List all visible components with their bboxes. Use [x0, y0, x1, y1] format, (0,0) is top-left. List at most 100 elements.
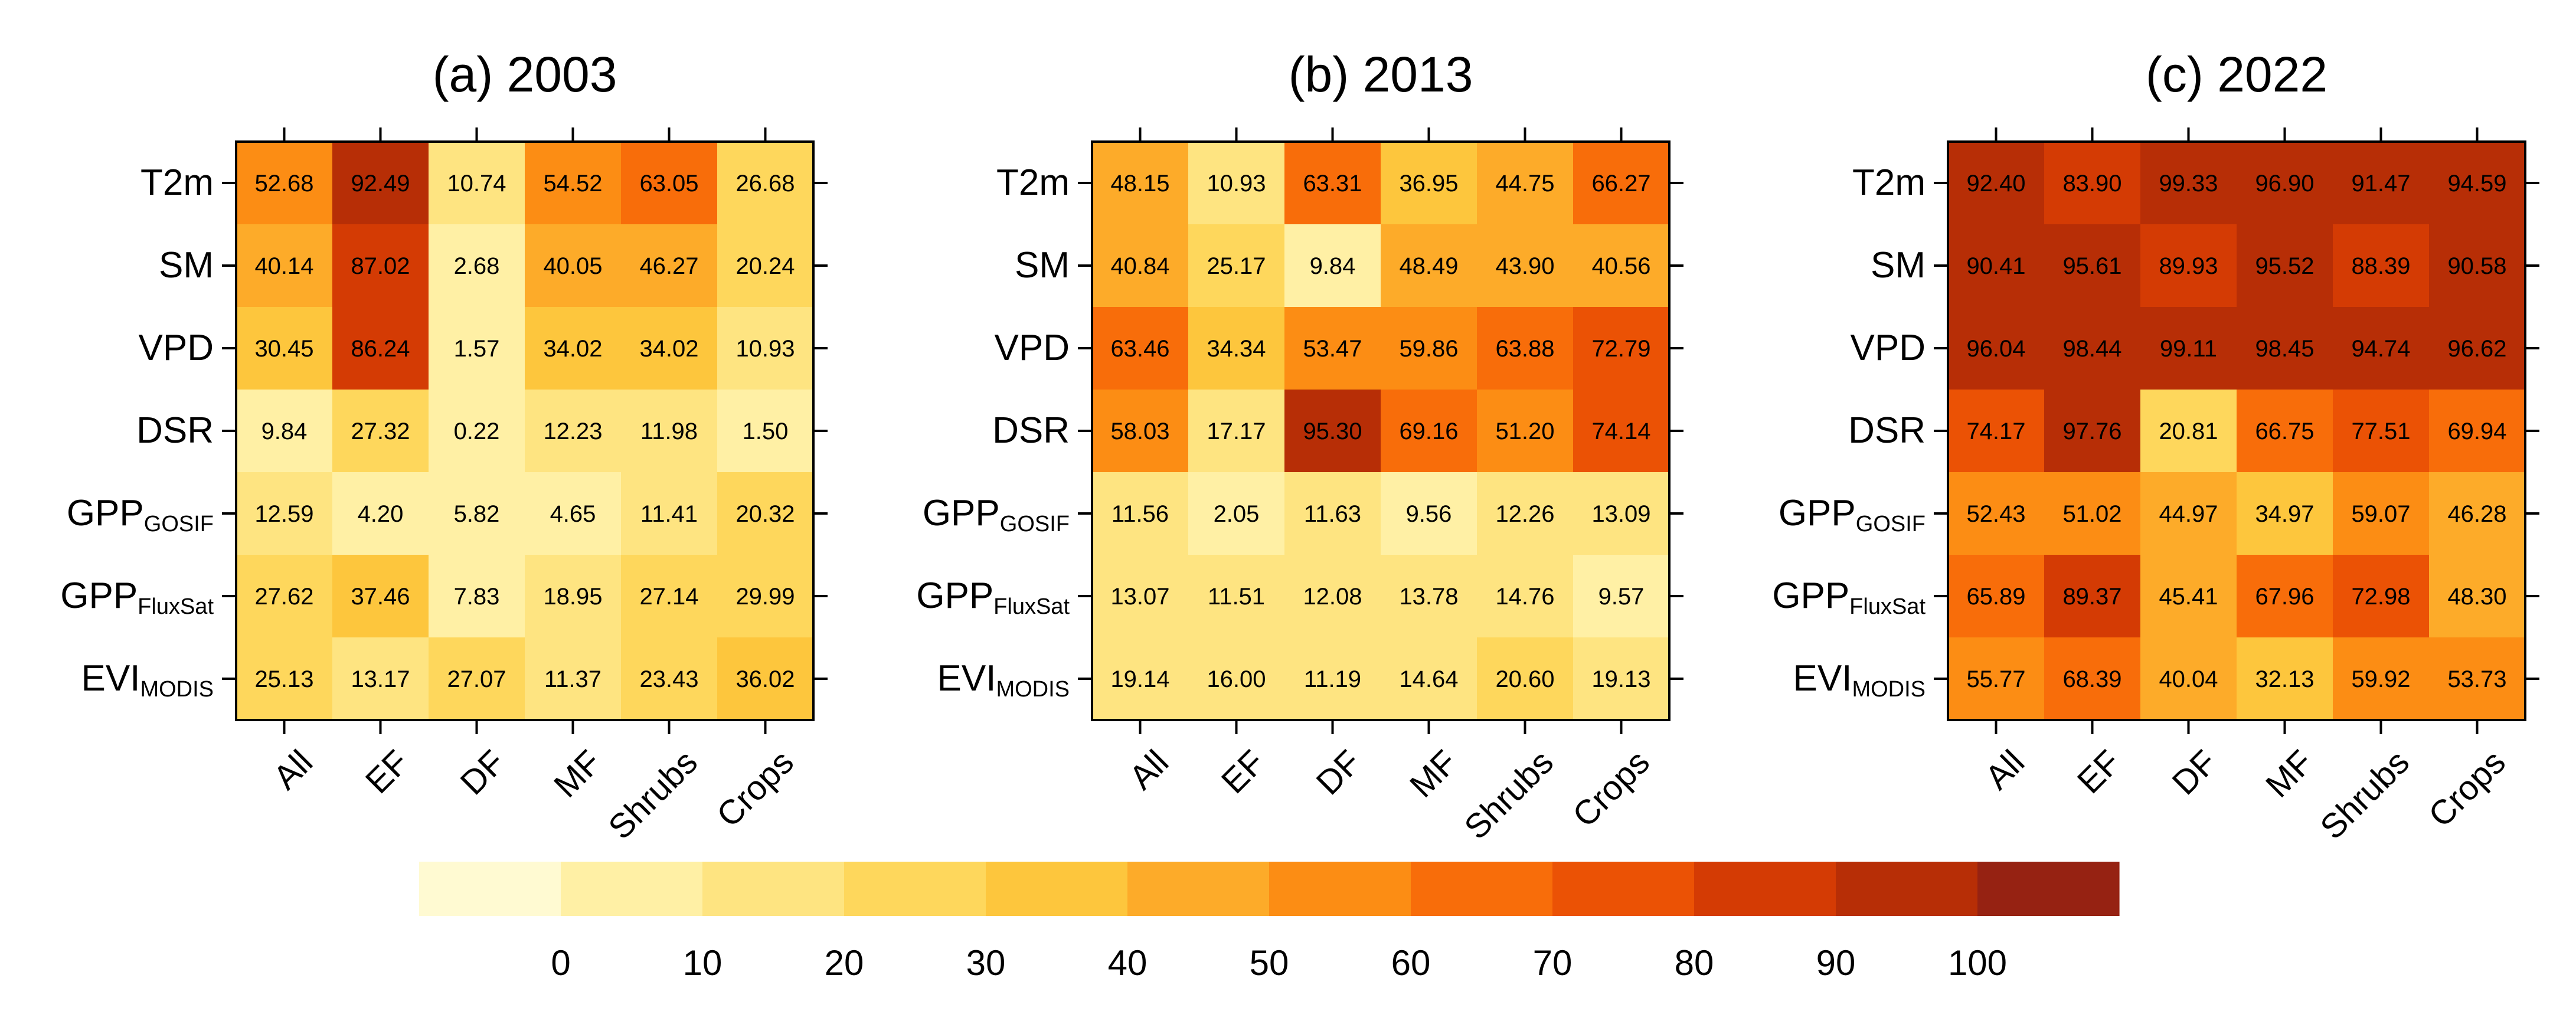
cell-value: 25.13 — [254, 666, 313, 692]
row-label-text: GPP — [1772, 575, 1849, 616]
heatmap-cell — [2044, 142, 2141, 225]
panel-title: (a) 2003 — [433, 47, 617, 102]
colorbar-swatch — [844, 862, 986, 916]
cell-value: 27.14 — [639, 584, 698, 610]
row-label: SM — [159, 245, 214, 286]
heatmap-cell — [1948, 637, 2045, 721]
heatmap-cell — [1284, 637, 1381, 721]
heatmap-cell — [525, 390, 622, 473]
cell-value: 83.90 — [2062, 171, 2121, 197]
heatmap-cell — [2140, 390, 2237, 473]
heatmap-cell — [2044, 307, 2141, 390]
row-label: VPD — [1851, 328, 1926, 368]
heatmap-cell — [2333, 390, 2430, 473]
row-label-text: T2m — [1852, 162, 1926, 203]
cell-value: 13.17 — [351, 666, 410, 692]
cell-value: 72.79 — [1591, 336, 1650, 362]
row-label-text: SM — [1015, 245, 1070, 286]
column-label: Crops — [710, 743, 801, 835]
cell-value: 63.05 — [639, 171, 698, 197]
cell-value: 29.99 — [735, 584, 795, 610]
cell-value: 37.46 — [351, 584, 410, 610]
cell-value: 63.88 — [1495, 336, 1554, 362]
heatmap-cell — [1092, 390, 1189, 473]
row-label: GPPGOSIF — [923, 493, 1070, 536]
cell-value: 95.30 — [1303, 418, 1362, 444]
row-label-text: GPP — [916, 575, 993, 616]
colorbar-swatch — [1977, 862, 2120, 916]
row-label-text: VPD — [995, 328, 1070, 368]
heatmap-cell — [2237, 307, 2333, 390]
heatmap-cell — [1477, 390, 1574, 473]
panel-title: (c) 2022 — [2146, 47, 2327, 102]
cell-value: 40.04 — [2159, 666, 2218, 692]
cell-value: 27.07 — [447, 666, 506, 692]
heatmap-cell — [332, 472, 429, 555]
heatmap-cell — [525, 472, 622, 555]
column-label: MF — [1403, 743, 1464, 805]
column-label: Shrubs — [2313, 743, 2417, 847]
panel-title: (b) 2013 — [1289, 47, 1473, 102]
heatmap-cell — [236, 637, 333, 721]
heatmap-cell — [1284, 307, 1381, 390]
colorbar-tick-label: 80 — [1675, 943, 1714, 983]
heatmap-cell — [621, 307, 718, 390]
column-label: MF — [2258, 743, 2320, 805]
cell-value: 4.20 — [358, 501, 404, 527]
row-label-text: VPD — [139, 328, 214, 368]
cell-value: 89.37 — [2062, 584, 2121, 610]
row-label: VPD — [139, 328, 214, 368]
row-label-text: VPD — [1851, 328, 1926, 368]
row-label-text: EVI — [937, 658, 996, 699]
heatmap-cell — [717, 472, 814, 555]
heatmap-cell — [717, 142, 814, 225]
column-label: MF — [547, 743, 609, 805]
heatmap-cell — [1284, 555, 1381, 638]
heatmap-cell — [1092, 637, 1189, 721]
row-label-text: DSR — [136, 410, 214, 451]
cell-value: 98.45 — [2255, 336, 2314, 362]
cell-value: 87.02 — [351, 253, 410, 279]
colorbar-tick-label: 20 — [825, 943, 864, 983]
heatmap-cell — [2333, 224, 2430, 307]
cell-value: 66.27 — [1591, 171, 1650, 197]
heatmap-cell — [1477, 555, 1574, 638]
heatmap-cell — [1092, 224, 1189, 307]
row-label-text: DSR — [1848, 410, 1926, 451]
heatmap-cell — [1477, 142, 1574, 225]
heatmap-cell — [1188, 637, 1285, 721]
heatmap-cell — [1092, 142, 1189, 225]
cell-value: 77.51 — [2351, 418, 2410, 444]
cell-value: 19.13 — [1591, 666, 1650, 692]
panel-2: (b) 2013 48.15 10.93 63.31 36.95 44.75 66.27 40… — [916, 47, 1683, 847]
cell-value: 25.17 — [1207, 253, 1266, 279]
heatmap-cell — [332, 224, 429, 307]
heatmap-cell — [621, 555, 718, 638]
cell-value: 72.98 — [2351, 584, 2410, 610]
cell-value: 97.76 — [2062, 418, 2121, 444]
colorbar-swatch — [1694, 862, 1836, 916]
cell-value: 14.64 — [1399, 666, 1458, 692]
cell-value: 68.39 — [2062, 666, 2121, 692]
cell-value: 0.22 — [454, 418, 500, 444]
heatmap-cell — [525, 307, 622, 390]
heatmap-cell — [621, 390, 718, 473]
cell-value: 23.43 — [639, 666, 698, 692]
heatmap-cell — [1573, 555, 1670, 638]
cell-value: 44.97 — [2159, 501, 2218, 527]
colorbar-swatch — [419, 862, 561, 916]
heatmap-cell — [1573, 224, 1670, 307]
cell-value: 59.07 — [2351, 501, 2410, 527]
row-label-text: SM — [1871, 245, 1926, 286]
row-label-text: GPP — [1779, 493, 1856, 534]
heatmap-cell — [2237, 555, 2333, 638]
heatmap-cell — [1284, 472, 1381, 555]
heatmap-cell — [236, 224, 333, 307]
cell-value: 11.19 — [1304, 666, 1361, 692]
cell-value: 90.41 — [1966, 253, 2025, 279]
row-label-text: SM — [159, 245, 214, 286]
row-label: SM — [1871, 245, 1926, 286]
heatmap-cell — [2237, 472, 2333, 555]
heatmap-cell — [525, 142, 622, 225]
cell-value: 12.26 — [1495, 501, 1554, 527]
